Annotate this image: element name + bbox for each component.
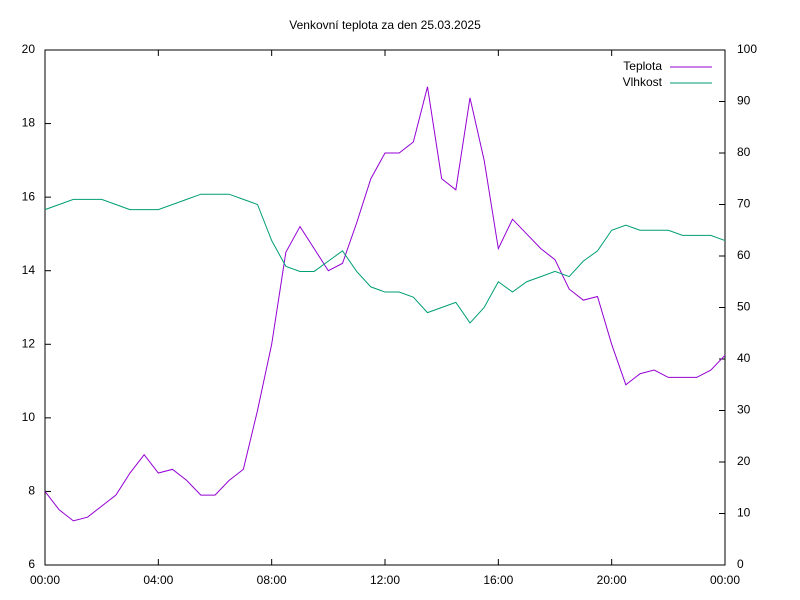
y2-tick-label: 30 [737, 403, 751, 417]
plot-frame [44, 49, 726, 566]
x-tick-label: 04:00 [143, 573, 173, 587]
chart-title: Venkovní teplota za den 25.03.2025 [289, 18, 481, 32]
y-tick-label: 6 [28, 557, 35, 571]
x-tick-label: 08:00 [257, 573, 287, 587]
x-tick-label: 12:00 [370, 573, 400, 587]
series-line [44, 86, 726, 522]
y-tick-label: 10 [22, 410, 36, 424]
x-tick-label: 16:00 [483, 573, 513, 587]
y-tick-label: 8 [28, 484, 35, 498]
series-line [44, 193, 726, 324]
y2-tick-label: 100 [737, 42, 757, 56]
y-tick-label: 20 [22, 42, 36, 56]
y-tick-label: 18 [22, 116, 36, 130]
x-tick-label: 00:00 [710, 573, 740, 587]
x-tick-label: 00:00 [30, 573, 60, 587]
y2-tick-label: 20 [737, 454, 751, 468]
y2-tick-label: 40 [737, 351, 751, 365]
y2-tick-label: 50 [737, 300, 751, 314]
y-tick-label: 16 [22, 189, 36, 203]
y2-tick-label: 90 [737, 94, 751, 108]
x-tick-label: 20:00 [597, 573, 627, 587]
y2-tick-label: 10 [737, 506, 751, 520]
y-tick-label: 12 [22, 336, 36, 350]
y2-tick-label: 70 [737, 197, 751, 211]
y2-tick-label: 80 [737, 145, 751, 159]
legend-label: Vlhkost [623, 75, 663, 89]
y2-tick-label: 60 [737, 248, 751, 262]
y2-tick-label: 0 [737, 557, 744, 571]
y-tick-label: 14 [22, 263, 36, 277]
legend-label: Teplota [623, 59, 662, 73]
